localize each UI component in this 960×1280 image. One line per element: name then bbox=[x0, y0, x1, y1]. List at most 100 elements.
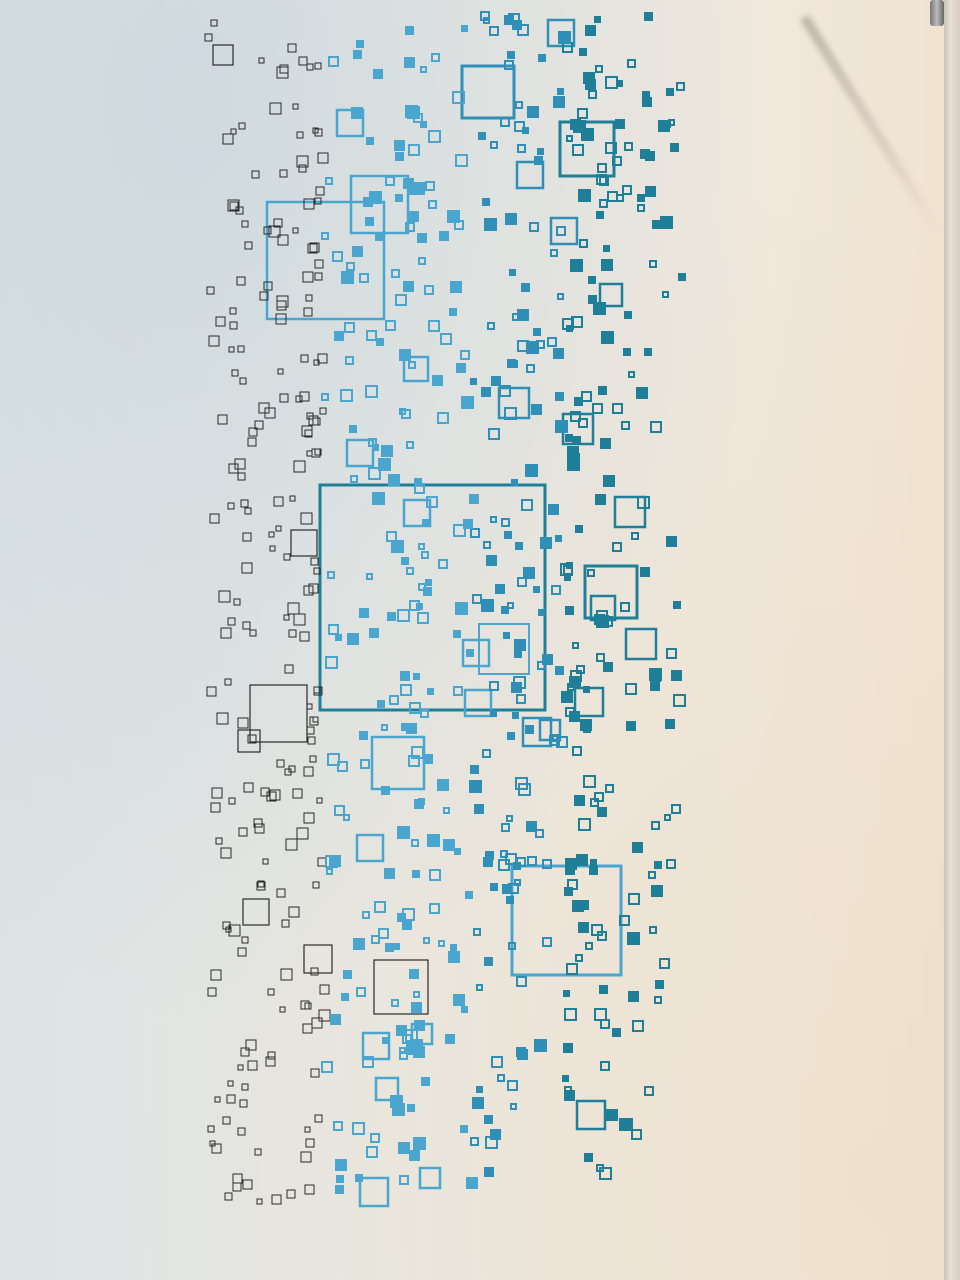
small-dot bbox=[540, 537, 552, 549]
small-square bbox=[279, 169, 288, 178]
large-square bbox=[558, 120, 616, 178]
small-square bbox=[289, 495, 296, 502]
small-dot bbox=[402, 920, 412, 930]
small-square bbox=[473, 928, 481, 936]
small-dot bbox=[476, 1086, 483, 1093]
small-square bbox=[310, 1068, 320, 1078]
small-square bbox=[628, 371, 635, 378]
small-square bbox=[488, 428, 500, 440]
small-square bbox=[443, 807, 450, 814]
small-square bbox=[302, 271, 314, 283]
small-square bbox=[637, 204, 645, 212]
medium-square bbox=[335, 108, 365, 138]
small-dot bbox=[396, 1025, 407, 1036]
small-dot bbox=[448, 951, 460, 963]
small-square bbox=[423, 937, 430, 944]
small-square bbox=[659, 958, 670, 969]
small-square bbox=[489, 681, 499, 691]
small-square bbox=[306, 450, 313, 457]
small-square bbox=[408, 144, 420, 156]
small-dot bbox=[504, 531, 512, 539]
small-square bbox=[510, 1103, 517, 1110]
small-dot bbox=[393, 943, 400, 950]
small-dot bbox=[403, 178, 414, 189]
small-square bbox=[304, 1126, 311, 1133]
small-square bbox=[206, 286, 215, 295]
small-dot bbox=[583, 72, 595, 84]
small-square bbox=[406, 567, 414, 575]
medium-square bbox=[290, 529, 318, 557]
small-square bbox=[276, 300, 287, 311]
small-dot bbox=[583, 686, 590, 693]
small-dot bbox=[413, 1137, 426, 1150]
small-dot bbox=[391, 540, 404, 553]
small-square bbox=[307, 243, 318, 254]
small-dot bbox=[453, 994, 465, 1006]
small-square bbox=[230, 128, 237, 135]
small-square bbox=[217, 414, 228, 425]
small-dot bbox=[384, 868, 395, 879]
small-square bbox=[587, 569, 595, 577]
small-square bbox=[413, 991, 420, 998]
medium-square bbox=[242, 898, 270, 926]
small-square bbox=[292, 788, 303, 799]
small-square bbox=[344, 322, 355, 333]
small-square bbox=[352, 1122, 365, 1135]
small-square bbox=[210, 969, 222, 981]
small-square bbox=[256, 1198, 263, 1205]
small-dot bbox=[405, 105, 418, 118]
small-square bbox=[600, 1061, 610, 1071]
small-square bbox=[374, 901, 386, 913]
small-dot bbox=[443, 839, 455, 851]
small-square bbox=[238, 122, 246, 130]
small-square bbox=[676, 82, 685, 91]
small-dot bbox=[583, 725, 591, 733]
small-dot bbox=[334, 331, 344, 341]
small-dot bbox=[463, 519, 473, 529]
small-square bbox=[501, 823, 510, 832]
small-square bbox=[321, 232, 329, 240]
medium-square bbox=[598, 282, 624, 308]
small-dot bbox=[645, 151, 655, 161]
small-square bbox=[314, 259, 324, 269]
small-square bbox=[318, 1009, 331, 1022]
small-dot bbox=[372, 444, 379, 451]
small-dot bbox=[409, 969, 419, 979]
small-square bbox=[564, 1008, 577, 1021]
small-square bbox=[309, 755, 317, 763]
small-square bbox=[284, 768, 292, 776]
small-square bbox=[597, 931, 607, 941]
small-dot bbox=[527, 106, 539, 118]
small-dot bbox=[481, 387, 491, 397]
small-dot bbox=[603, 662, 613, 672]
small-square bbox=[470, 528, 480, 538]
small-square bbox=[551, 585, 561, 595]
small-square bbox=[224, 678, 232, 686]
pen-tip bbox=[930, 0, 944, 26]
small-square bbox=[296, 827, 309, 840]
small-square bbox=[241, 936, 249, 944]
small-dot bbox=[377, 700, 385, 708]
small-dot bbox=[461, 396, 474, 409]
small-square bbox=[285, 838, 298, 851]
small-dot bbox=[585, 25, 596, 36]
small-dot bbox=[447, 210, 460, 223]
small-square bbox=[507, 602, 514, 609]
small-square bbox=[209, 1140, 216, 1147]
small-square bbox=[453, 524, 466, 537]
small-square bbox=[391, 999, 399, 1007]
small-square bbox=[472, 594, 482, 604]
small-square bbox=[300, 512, 313, 525]
small-square bbox=[628, 893, 640, 905]
small-square bbox=[216, 712, 229, 725]
small-square bbox=[309, 716, 319, 726]
small-square bbox=[572, 144, 584, 156]
small-square bbox=[314, 62, 322, 70]
small-square bbox=[286, 1189, 296, 1199]
small-dot bbox=[413, 673, 420, 680]
small-square bbox=[597, 163, 607, 173]
small-square bbox=[370, 1133, 380, 1143]
small-dot bbox=[564, 1090, 575, 1101]
small-square bbox=[605, 76, 618, 89]
small-square bbox=[312, 716, 319, 723]
